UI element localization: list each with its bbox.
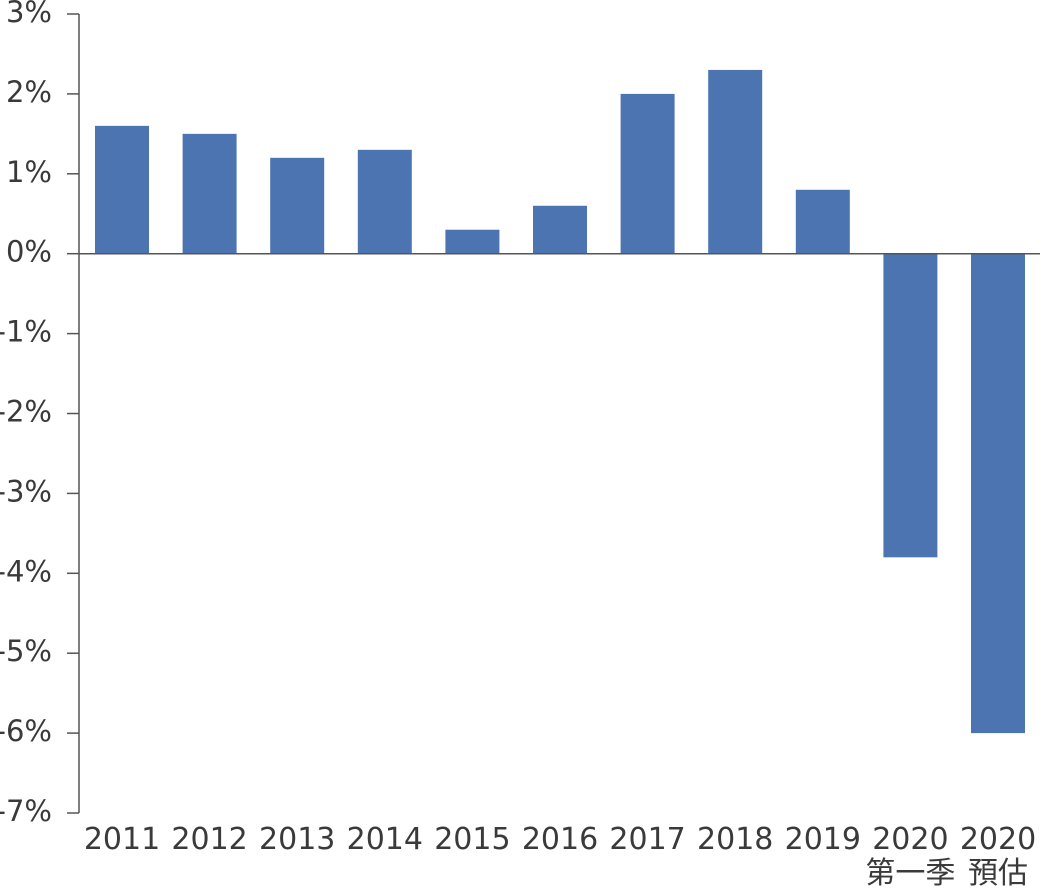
x-category-label: 2015	[434, 822, 510, 857]
x-category-label: 2019	[785, 822, 861, 857]
bar-2019	[795, 189, 850, 254]
x-category-label: 2018	[697, 822, 773, 857]
x-category-label: 2020	[872, 822, 948, 857]
bar-2012	[182, 133, 237, 254]
x-category-label: 2017	[609, 822, 685, 857]
y-tick-label: -3%	[0, 474, 52, 508]
x-category-label: 2016	[522, 822, 598, 857]
bar-2014	[357, 149, 412, 254]
y-tick-label: 2%	[6, 75, 52, 109]
bars-group	[95, 69, 1025, 734]
x-category-label: 2012	[171, 822, 247, 857]
bar-2011	[95, 125, 149, 254]
x-category-sublabel: 第一季	[865, 856, 955, 890]
y-tick-label: -5%	[0, 634, 52, 668]
y-tick-label: -2%	[0, 395, 52, 429]
y-tick-label: -6%	[0, 714, 52, 748]
x-category-label: 2011	[84, 822, 160, 857]
bar-2020-預估	[971, 253, 1025, 734]
y-tick-label: -7%	[0, 794, 52, 828]
x-category-label: 2020	[960, 822, 1036, 857]
y-tick-label: -1%	[0, 315, 52, 349]
bar-2015	[445, 229, 500, 254]
y-tick-label: 3%	[6, 0, 52, 29]
bar-2016	[533, 205, 587, 254]
y-tick-label: -4%	[0, 554, 52, 588]
bar-2013	[270, 157, 325, 254]
bar-2020-第一季	[883, 253, 938, 558]
x-category-label: 2014	[347, 822, 423, 857]
bar-2017	[620, 93, 675, 254]
y-tick-label: 1%	[6, 155, 52, 189]
x-axis-labels: 2011 2012 2013 2014 2015 2016 2017 2018 2019 2020…	[84, 822, 1036, 890]
y-tick-label: 0%	[6, 235, 52, 269]
x-category-label: 2013	[259, 822, 335, 857]
y-axis-ticks: 3% 2% 1% 0% -1% -2% -3% -4% -5% -6% -7%	[0, 0, 79, 828]
x-category-sublabel: 預估	[968, 856, 1028, 890]
bar-2018	[708, 69, 763, 254]
